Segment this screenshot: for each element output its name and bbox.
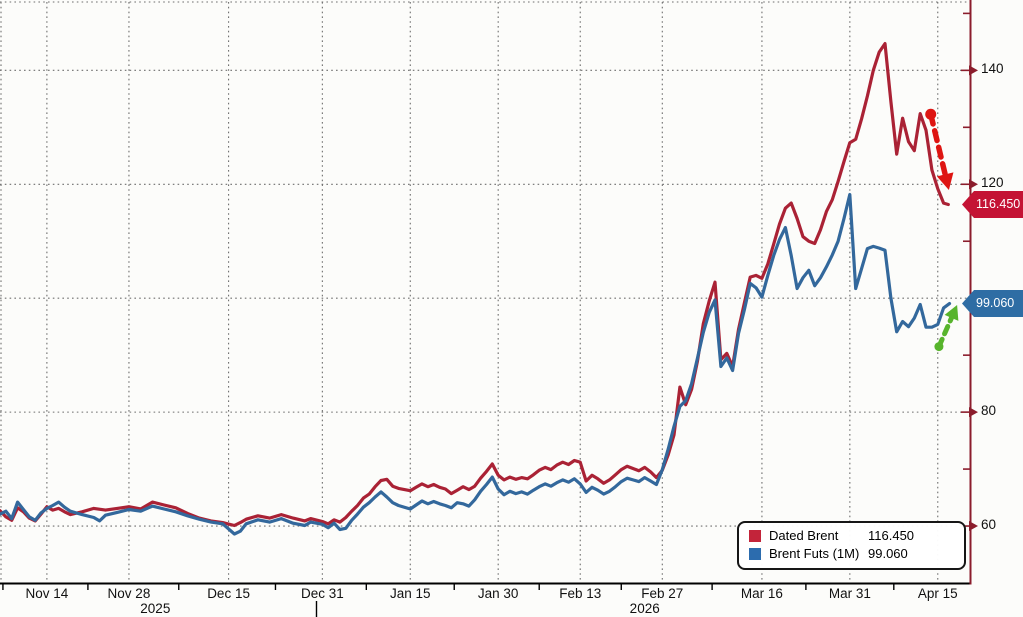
x-tick-label: Jan 30 xyxy=(477,586,519,601)
x-tick-label: Dec 15 xyxy=(207,586,250,601)
series-line-dated-brent xyxy=(0,41,950,528)
legend: Dated Brent 116.450 Brent Futs (1M) 99.0… xyxy=(737,521,966,570)
legend-value-dated-brent: 116.450 xyxy=(868,528,915,543)
y-tick-arrow-icon xyxy=(969,179,978,190)
x-tick-label: Feb 27 xyxy=(641,586,684,601)
down-arrow-icon-head xyxy=(936,172,954,190)
x-tick-label: Apr 15 xyxy=(917,586,958,601)
x-tick-label: Mar 31 xyxy=(828,586,871,601)
y-tick-arrow-icon xyxy=(969,65,978,76)
x-tick-label: Nov 28 xyxy=(107,586,151,601)
legend-label-brent-futs: Brent Futs (1M) xyxy=(769,546,860,561)
x-tick-label: Jan 15 xyxy=(389,586,431,601)
y-tick-label: 60 xyxy=(981,517,997,533)
x-tick-label: Nov 14 xyxy=(25,586,69,601)
x-tick-label: Dec 31 xyxy=(300,586,344,601)
up-arrow-icon-head xyxy=(944,305,959,321)
legend-label-dated-brent: Dated Brent xyxy=(769,528,839,543)
up-arrow-icon-dot xyxy=(934,342,944,352)
year-label: 2025 xyxy=(140,601,171,616)
last-price-badge-dated-brent: 116.450 xyxy=(962,190,1023,218)
legend-value-brent-futs: 99.060 xyxy=(868,546,908,561)
legend-swatch-red xyxy=(749,530,761,542)
down-arrow-icon xyxy=(927,111,948,178)
legend-swatch-blue xyxy=(749,548,761,560)
y-tick-arrow-icon xyxy=(969,407,978,418)
down-arrow-icon-dot xyxy=(925,108,937,120)
y-tick-label: 80 xyxy=(981,403,997,419)
last-price-badge-brent-futs: 99.060 xyxy=(962,290,1023,318)
legend-row-dated-brent: Dated Brent 116.450 xyxy=(749,528,954,544)
x-tick-label: Mar 16 xyxy=(740,586,783,601)
legend-row-brent-futs: Brent Futs (1M) 99.060 xyxy=(749,546,954,562)
up-arrow-icon xyxy=(936,315,955,350)
y-tick-arrow-icon xyxy=(969,521,978,532)
x-tick-label: Feb 13 xyxy=(559,586,602,601)
year-label: 2026 xyxy=(629,601,660,616)
y-tick-label: 140 xyxy=(981,61,1004,77)
y-tick-label: 120 xyxy=(981,175,1004,191)
series-line-brent-futs xyxy=(0,192,952,536)
